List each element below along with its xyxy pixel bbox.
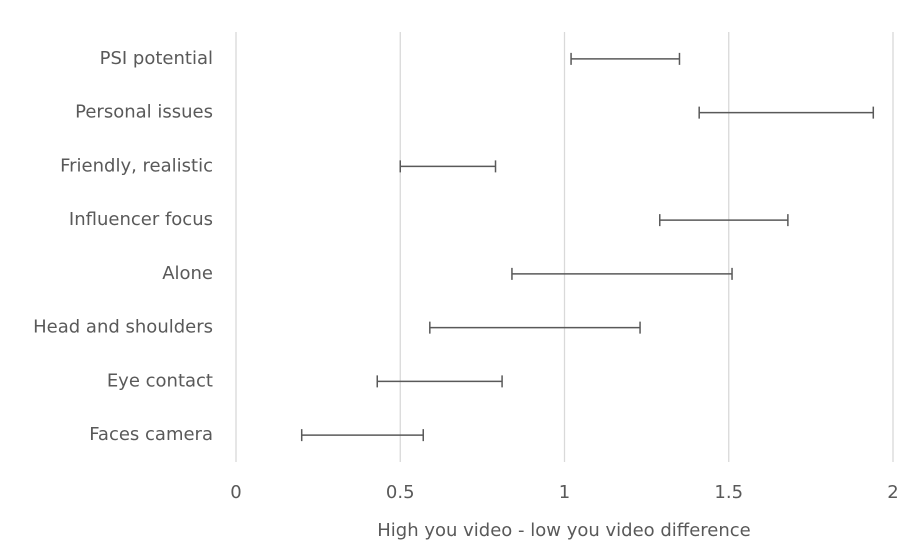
y-tick-label: Personal issues: [75, 102, 213, 123]
y-tick-label: Head and shoulders: [33, 317, 213, 338]
x-tick-label: 2: [887, 482, 898, 503]
x-tick-label: 1: [559, 482, 570, 503]
y-tick-label: Friendly, realistic: [60, 155, 213, 176]
x-tick-label: 1.5: [714, 482, 743, 503]
x-tick-label: 0.5: [386, 482, 415, 503]
y-tick-label: Alone: [162, 263, 213, 284]
x-tick-label: 0: [230, 482, 241, 503]
y-tick-label: Eye contact: [107, 370, 213, 391]
x-axis-label: High you video - low you video differenc…: [377, 520, 751, 541]
y-tick-label: PSI potential: [100, 48, 213, 69]
y-tick-label: Faces camera: [89, 424, 213, 445]
y-tick-label: Influencer focus: [69, 209, 213, 230]
